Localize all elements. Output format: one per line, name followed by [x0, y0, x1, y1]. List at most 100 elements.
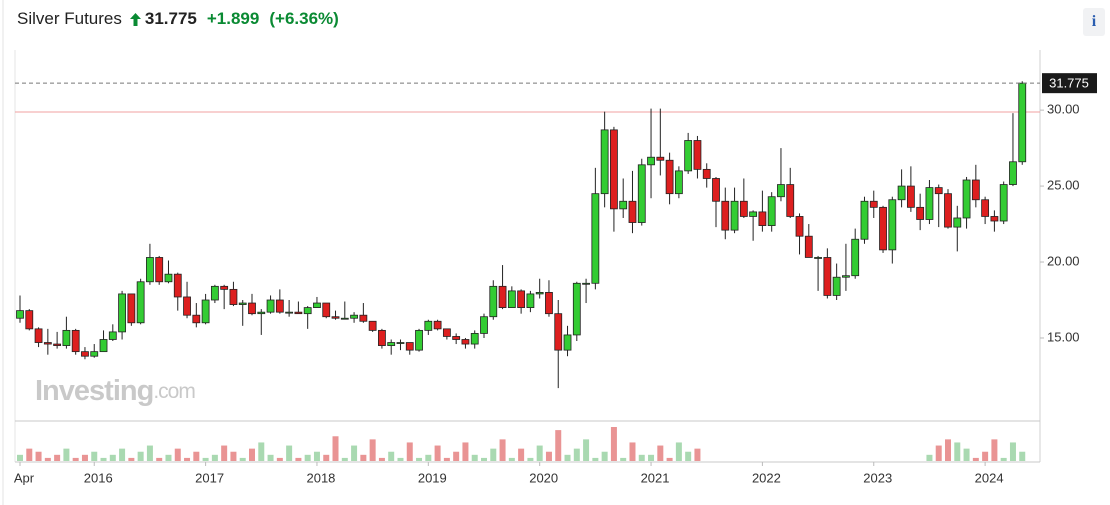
volume-bar: [610, 427, 617, 461]
candle-body: [665, 159, 674, 195]
candle-body: [322, 302, 331, 318]
volume-bar: [119, 448, 126, 461]
volume-bar: [481, 457, 487, 461]
volume-bar: [17, 454, 23, 461]
volume-bar: [109, 454, 116, 461]
watermark-brand: Investing: [35, 375, 153, 407]
candle-body: [461, 339, 470, 345]
candle-body: [220, 285, 229, 290]
volume-bar: [972, 457, 979, 461]
volume-bar: [156, 457, 163, 461]
candle-body: [897, 185, 906, 201]
candle-body: [127, 293, 136, 324]
volume-bar: [991, 439, 998, 461]
candle-body: [90, 351, 99, 357]
volume-bar: [648, 454, 655, 461]
candle-body: [554, 313, 563, 351]
candle-body: [619, 200, 628, 210]
candle-body: [155, 257, 164, 283]
instrument-title: Silver Futures: [17, 9, 122, 28]
volume-bar: [81, 454, 88, 461]
candle-body: [637, 164, 646, 223]
candle-body: [934, 187, 943, 195]
volume-bar: [620, 457, 627, 461]
candle-body: [526, 293, 535, 308]
last-price-tag-label: 31.775: [1049, 76, 1089, 91]
candle-body: [415, 329, 423, 351]
candle-body: [563, 334, 572, 351]
watermark: Investing.com: [35, 375, 195, 407]
volume-bar: [926, 454, 933, 461]
candle-body: [34, 328, 43, 343]
volume-bar: [527, 457, 534, 461]
candle-body: [832, 276, 841, 296]
volume-bar: [416, 457, 423, 461]
volume-bar: [332, 436, 339, 461]
y-tick-label: 25.00: [1047, 178, 1080, 193]
volume-bar: [462, 442, 469, 461]
volume-bar: [165, 454, 172, 461]
volume-bar: [675, 442, 682, 461]
candle-body: [266, 299, 275, 313]
volume-bar: [1009, 442, 1016, 461]
up-arrow: [129, 12, 141, 26]
volume-bar: [91, 451, 98, 461]
candle-body: [702, 168, 711, 179]
candle-body: [777, 184, 785, 198]
volume-bar: [583, 439, 590, 461]
volume-bar: [601, 451, 608, 461]
volume-bar: [276, 457, 283, 461]
x-tick-label: 2017: [195, 470, 224, 485]
candle-body: [359, 314, 368, 322]
volume-bar: [638, 454, 645, 461]
volume-bar: [945, 439, 951, 461]
candle-body: [136, 281, 145, 324]
candle-body: [498, 285, 507, 308]
candle-body: [62, 329, 71, 346]
volume-bar: [694, 448, 701, 461]
y-tick-label: 15.00: [1047, 329, 1080, 344]
volume-bar: [963, 448, 970, 461]
volume-bar: [360, 454, 367, 461]
volume-bar: [443, 457, 450, 461]
candle-body: [99, 339, 108, 353]
candle-body: [43, 342, 52, 345]
candle-body: [582, 282, 590, 285]
candle-body: [405, 342, 414, 351]
volume-bar: [935, 445, 942, 461]
x-tick-label: 2021: [641, 470, 670, 485]
candle-body: [795, 216, 804, 237]
candle-body: [433, 320, 442, 330]
candle-body: [340, 317, 349, 320]
candle-body: [786, 184, 795, 217]
volume-bar: [202, 457, 209, 461]
volume-bar: [323, 454, 330, 461]
volume-bar: [35, 451, 42, 461]
volume-bar: [193, 451, 200, 461]
candle-body: [118, 293, 126, 333]
volume-bar: [239, 457, 246, 461]
candle-body: [248, 302, 256, 315]
volume-bar: [425, 454, 432, 461]
info-button[interactable]: i: [1083, 8, 1105, 36]
volume-bar: [434, 445, 441, 461]
candle-body: [146, 257, 154, 283]
candle-body: [869, 200, 878, 208]
volume-bar: [295, 457, 302, 461]
volume-bar: [564, 454, 571, 461]
candle-body: [758, 211, 767, 226]
candle-body: [1009, 161, 1017, 185]
volume-bar: [378, 457, 385, 461]
candle-body: [572, 282, 581, 336]
candle-body: [804, 235, 813, 258]
volume-bar: [249, 448, 255, 461]
candle-body: [387, 342, 396, 346]
volume-bar: [351, 445, 358, 461]
volume-bar: [629, 442, 636, 461]
x-tick-label: 2019: [418, 470, 447, 485]
volume-bar: [397, 457, 404, 461]
volume-bar: [54, 454, 61, 461]
candle-body: [285, 311, 294, 314]
candle-body: [999, 184, 1008, 222]
